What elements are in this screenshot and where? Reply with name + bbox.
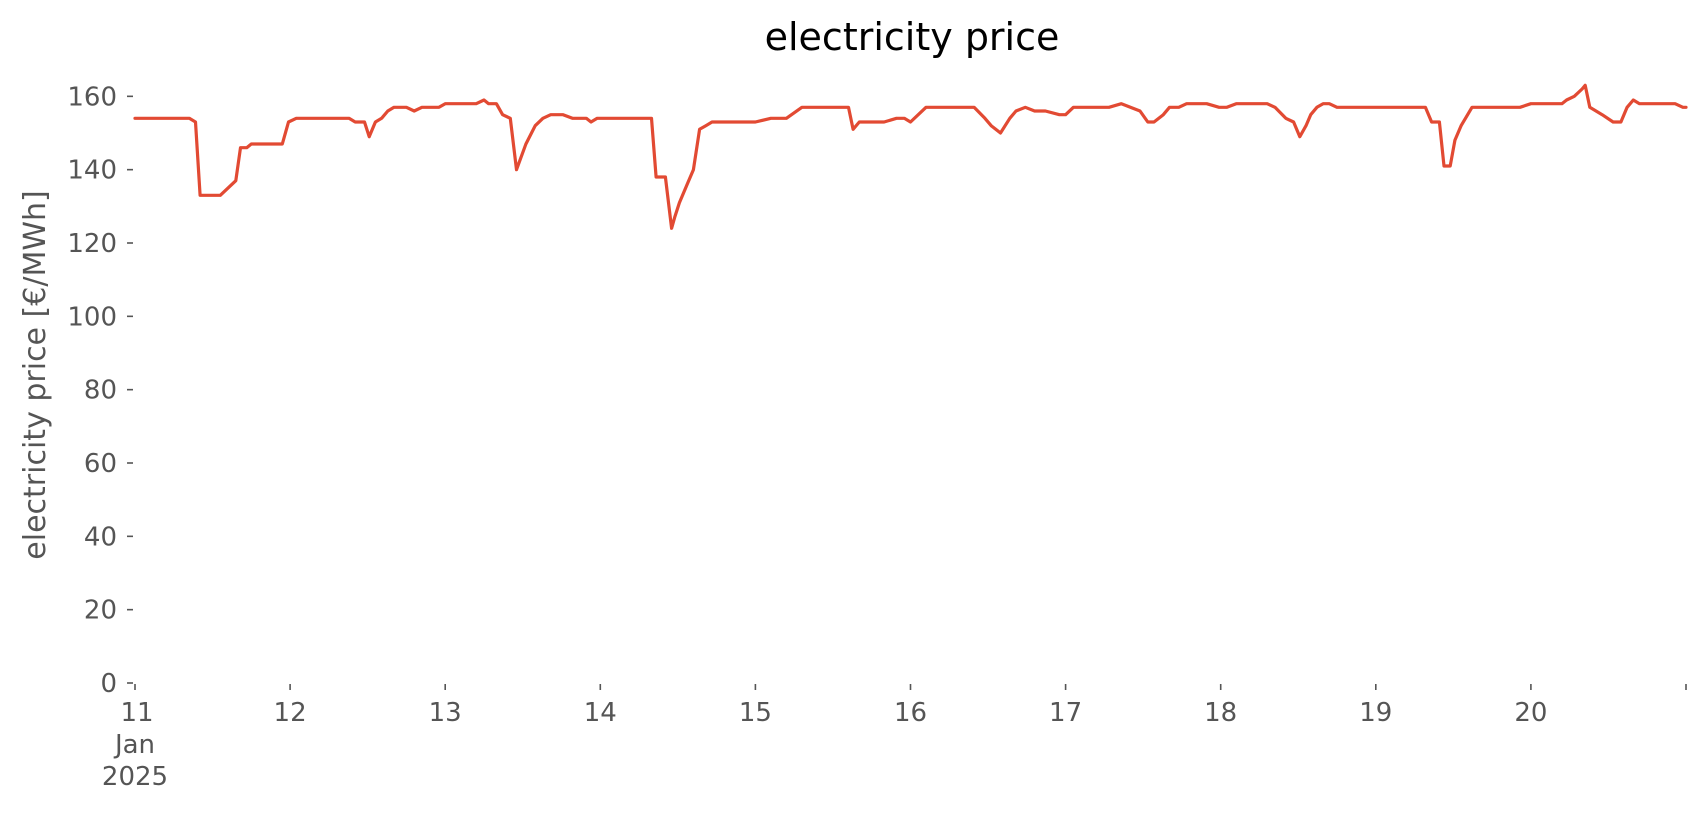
y-tick-label: 0 [100,669,117,699]
y-tick-label: 40 [84,522,117,552]
x-tick-label: 15 [739,698,772,728]
y-tick-label: 100 [67,302,117,332]
x-tick-label: 11 [120,698,153,728]
y-tick-label: 20 [84,596,117,626]
x-tick-label: 19 [1359,698,1392,728]
y-tick-label: 140 [67,156,117,186]
x-tick-label: 17 [1049,698,1082,728]
price-series-line [133,83,1688,230]
y-tick-label: 160 [67,82,117,112]
x-tick-label: 13 [429,698,462,728]
x-tick-label: 2025 [102,762,168,792]
y-tick-label: 60 [84,449,117,479]
chart-title: electricity price [765,15,1060,59]
x-tick-label: 20 [1514,698,1547,728]
y-axis-label: electricity price [€/MWh] [18,190,53,559]
plot-area [133,83,1688,230]
y-tick-label: 80 [84,376,117,406]
x-tick-label: Jan [113,730,155,760]
x-tick-label: 14 [584,698,617,728]
x-tick-label: 16 [894,698,927,728]
x-tick-label: 18 [1204,698,1237,728]
x-tick-label: 12 [274,698,307,728]
y-axis: 0 20 40 60 80 100 120 140 160 [67,82,133,699]
y-tick-label: 120 [67,229,117,259]
